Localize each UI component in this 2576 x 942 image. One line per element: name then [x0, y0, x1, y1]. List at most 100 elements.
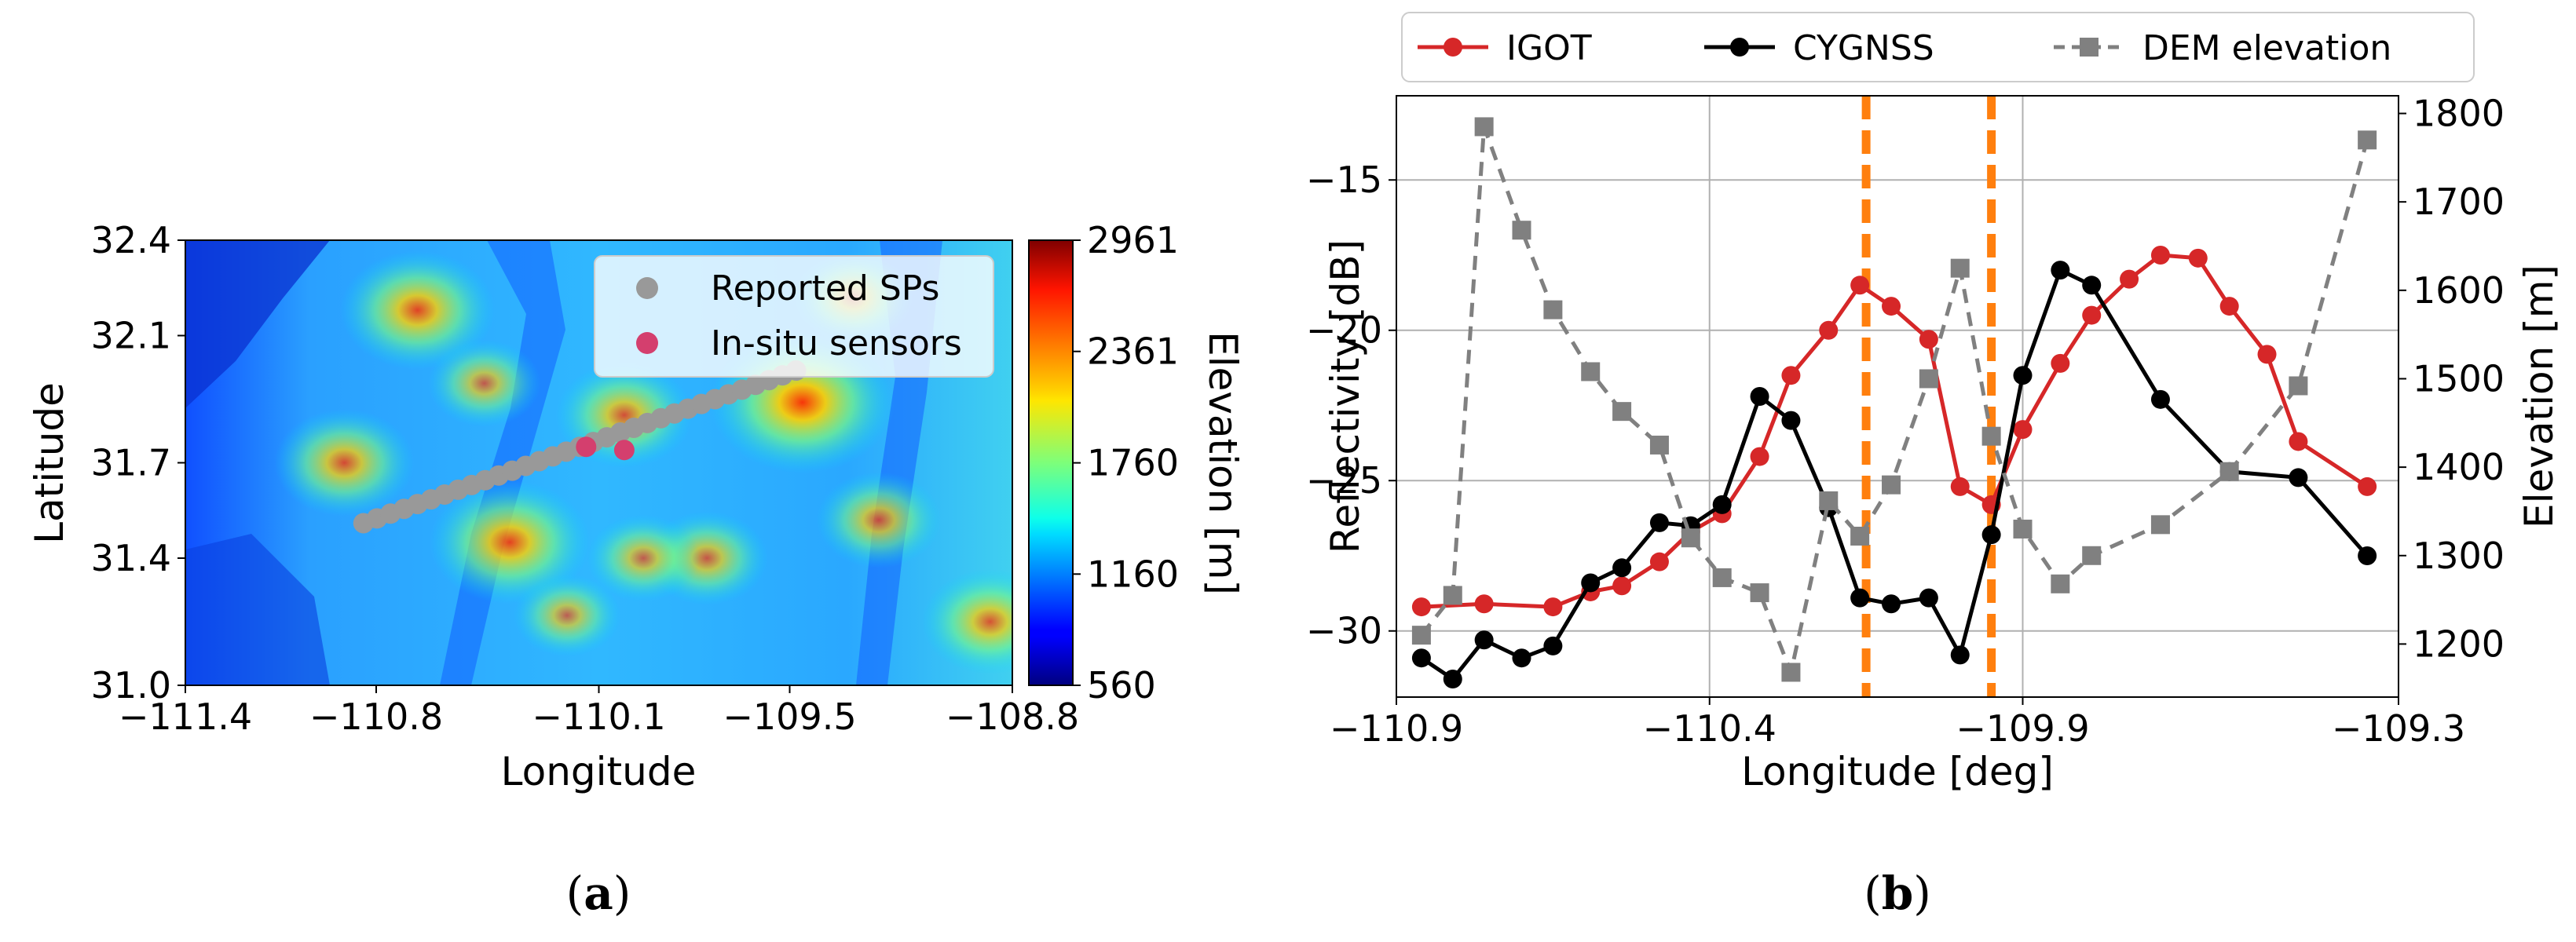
legend-sp-label: Reported SPs: [711, 268, 939, 309]
legend-cygnss-marker: [1730, 38, 1749, 57]
map-x-tick-label: −110.8: [309, 696, 443, 738]
map-x-label: Longitude: [501, 749, 697, 794]
relief-peak-7: [921, 569, 1012, 674]
map-y-tick-label: 31.0: [91, 664, 171, 706]
point-igot: [1411, 597, 1431, 617]
point-dem-elevation: [1543, 300, 1563, 319]
plot-y2-tick-label: 1700: [2413, 181, 2505, 223]
relief-peak-2: [429, 480, 591, 604]
plot-x-tick-label: −109.3: [2332, 707, 2465, 750]
point-igot: [1750, 447, 1769, 466]
in-situ-sensors: [576, 436, 635, 461]
panel-b-reflectivity-chart: −110.9 −110.4 −109.9 −109.3 −30 −25 −20 −15 12…: [1306, 12, 2562, 920]
point-cygnss: [2013, 366, 2033, 385]
plot-x-tick-label: −110.4: [1643, 707, 1776, 750]
plot-y2-label: Elevation [m]: [2516, 265, 2562, 528]
map-x-tick-label: −109.5: [723, 696, 856, 738]
point-dem-elevation: [2082, 546, 2102, 565]
point-igot: [1612, 576, 1632, 596]
point-dem-elevation: [2358, 130, 2377, 150]
point-igot: [2358, 476, 2377, 496]
plot-y-tick-label: −25: [1306, 459, 1382, 502]
legend-sensor-marker: [636, 332, 658, 354]
sensor-point: [613, 440, 635, 461]
point-cygnss: [2150, 389, 2170, 409]
point-dem-elevation: [2219, 462, 2239, 481]
map-y-tick-label: 31.7: [91, 442, 171, 484]
relief-peak-5: [816, 472, 942, 568]
caption-a-text: (a): [566, 867, 631, 920]
colorbar-gradient: [1028, 239, 1074, 686]
colorbar-tick-label: 560: [1087, 664, 1156, 706]
legend-dem-label: DEM elevation: [2142, 28, 2391, 68]
point-dem-elevation: [2051, 574, 2070, 593]
plot-y-label: Reflectivity [dB]: [1323, 239, 1368, 553]
point-igot: [2257, 345, 2277, 364]
relief-peak-10: [587, 514, 701, 602]
point-dem-elevation: [1781, 663, 1801, 682]
point-dem-elevation: [1950, 258, 1970, 278]
plot-legend: IGOT CYGNSS DEM elevation: [1401, 12, 2475, 82]
colorbar: 560 1160 1760 2361 2961 Elevation [m]: [1028, 219, 1246, 706]
panel-a-elevation-map: Reported SPs In-situ sensors −111.4 −110.…: [27, 219, 1246, 920]
map-x-tick-label: −108.8: [946, 696, 1079, 738]
point-cygnss: [2051, 261, 2070, 280]
point-dem-elevation: [1981, 426, 2001, 446]
map-y-label: Latitude: [27, 382, 72, 544]
point-igot: [2013, 420, 2033, 440]
colorbar-label: Elevation [m]: [1200, 331, 1246, 595]
point-dem-elevation: [1712, 568, 1732, 587]
point-igot: [2188, 248, 2208, 268]
legend-igot-label: IGOT: [1506, 28, 1592, 68]
point-cygnss: [1411, 648, 1431, 668]
point-cygnss: [1950, 645, 1970, 665]
point-dem-elevation: [1750, 583, 1769, 603]
point-cygnss: [1750, 387, 1769, 406]
point-dem-elevation: [1474, 117, 1494, 137]
point-igot: [2082, 305, 2102, 325]
point-cygnss: [1981, 525, 2001, 545]
relief-peak-1: [340, 250, 496, 370]
point-igot: [1882, 297, 1901, 316]
point-cygnss: [1919, 588, 1938, 608]
caption-b-text: (b): [1864, 867, 1931, 920]
low-basin-sw: [185, 534, 330, 685]
point-dem-elevation: [1581, 362, 1601, 382]
terrain-peaks: [274, 250, 1012, 674]
point-cygnss: [1543, 636, 1563, 655]
plot-y-tick-label: −15: [1306, 159, 1382, 201]
legend-sensor-label: In-situ sensors: [711, 323, 962, 363]
relief-peak-3: [274, 409, 415, 517]
point-cygnss: [2358, 546, 2377, 565]
relief-peak-11: [513, 574, 621, 657]
plot-x-label: Longitude [deg]: [1741, 749, 2054, 794]
point-dem-elevation: [2289, 376, 2308, 396]
colorbar-ticks: 560 1160 1760 2361 2961: [1073, 219, 1179, 706]
map-y-ticks: 31.0 31.4 31.7 32.1 32.4: [91, 219, 185, 706]
point-dem-elevation: [1649, 435, 1669, 455]
caption-b: (b): [1864, 867, 1931, 920]
colorbar-tick-label: 1760: [1087, 442, 1179, 484]
point-cygnss: [1612, 558, 1632, 578]
plot-y-ticks: −30 −25 −20 −15: [1306, 159, 1396, 652]
point-igot: [1950, 476, 1970, 496]
legend-cygnss-label: CYGNSS: [1793, 28, 1934, 68]
point-cygnss: [1712, 495, 1732, 514]
point-dem-elevation: [1819, 491, 1839, 510]
plot-y-tick-label: −30: [1306, 610, 1382, 652]
plot-y2-tick-label: 1300: [2413, 535, 2505, 577]
point-cygnss: [2289, 468, 2308, 487]
point-cygnss: [1781, 411, 1801, 430]
map-y-tick-label: 31.4: [91, 537, 171, 579]
point-igot: [1850, 276, 1870, 295]
caption-a: (a): [566, 867, 631, 920]
legend-dem-marker: [2080, 38, 2098, 57]
point-igot: [1543, 597, 1563, 617]
plot-x-ticks: −110.9 −110.4 −109.9 −109.3: [1330, 697, 2465, 750]
series-line-dem-elevation: [1419, 126, 2369, 680]
map-x-tick-label: −111.4: [119, 696, 252, 738]
map-x-tick-label: −110.1: [532, 696, 665, 738]
plot-y2-tick-label: 1200: [2413, 623, 2505, 665]
point-cygnss: [1512, 648, 1531, 668]
